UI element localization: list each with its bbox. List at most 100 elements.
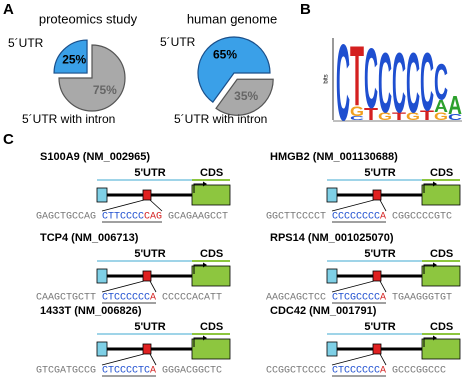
tss-arrow bbox=[423, 264, 433, 274]
logo-letter: T bbox=[420, 108, 435, 124]
gene-name: 1433T (NM_006826) bbox=[40, 305, 142, 317]
sequence-part: CTTCCCC bbox=[102, 212, 144, 223]
panel-label: A bbox=[3, 1, 14, 18]
utr-label: 5'UTR bbox=[364, 321, 395, 333]
logo-letter: C bbox=[448, 112, 462, 122]
cds-box bbox=[421, 338, 461, 360]
cds-label: CDS bbox=[430, 167, 453, 179]
sequence-part: GCAGAAGCCT bbox=[168, 212, 228, 223]
motif-link bbox=[379, 199, 387, 212]
motif-link bbox=[331, 280, 375, 293]
cds-box bbox=[191, 265, 231, 287]
pie-slice bbox=[58, 44, 126, 112]
tss-arrowhead bbox=[433, 181, 437, 187]
gene-name: HMGB2 (NM_001130688) bbox=[270, 151, 398, 163]
pie-slice bbox=[197, 36, 271, 103]
sequence-part: CTCCCCCC bbox=[332, 366, 380, 377]
value-label: 65% bbox=[213, 48, 237, 62]
motif-link bbox=[379, 280, 387, 293]
logo-letter: A bbox=[434, 97, 448, 116]
tss-arrowhead bbox=[203, 181, 207, 187]
utr-label: 5'UTR bbox=[364, 248, 395, 260]
cds-box bbox=[191, 338, 231, 360]
gene-name: RPS14 (NM_001025070) bbox=[270, 232, 394, 244]
logo-letter: C bbox=[406, 36, 420, 131]
sequence-part: CCCCCCCC bbox=[332, 212, 380, 223]
sequence-part: A bbox=[150, 366, 156, 377]
logo-letter: C bbox=[364, 32, 378, 127]
category-label: 5´UTR with intron bbox=[22, 112, 115, 126]
motif-box bbox=[372, 343, 382, 355]
utr-label: 5'UTR bbox=[134, 167, 165, 179]
motif-box bbox=[372, 189, 382, 201]
category-label: 5´UTR bbox=[160, 35, 196, 49]
cds-label: CDS bbox=[200, 167, 223, 179]
sequence-part: CTCCCCCC bbox=[102, 293, 150, 304]
logo-letter: T bbox=[350, 30, 364, 125]
motif-link bbox=[149, 353, 157, 366]
tss-arrowhead bbox=[203, 262, 207, 268]
motif-box bbox=[142, 189, 152, 201]
logo-letter: G bbox=[378, 111, 392, 123]
sequence-part: CAAGCTGCTT bbox=[36, 293, 96, 304]
exon-box bbox=[96, 268, 108, 284]
exon-box bbox=[326, 187, 338, 203]
axis-label: bits bbox=[324, 74, 330, 83]
chart-title: proteomics study bbox=[39, 11, 138, 26]
gene-name: CDC42 (NM_001791) bbox=[270, 305, 377, 317]
tss-arrow bbox=[193, 337, 203, 347]
motif-box bbox=[142, 270, 152, 282]
motif-box bbox=[142, 343, 152, 355]
gene-name: TCP4 (NM_006713) bbox=[40, 232, 139, 244]
motif-link bbox=[379, 353, 387, 366]
sequence-part: A bbox=[380, 293, 386, 304]
logo-letter: A bbox=[448, 92, 462, 120]
tss-arrow bbox=[423, 337, 433, 347]
logo-letter: T bbox=[364, 105, 379, 124]
logo-letter: C bbox=[336, 22, 350, 143]
sequence-part: A bbox=[380, 212, 386, 223]
motif-link bbox=[149, 280, 157, 293]
utr-label: 5'UTR bbox=[134, 248, 165, 260]
logo-letter: G bbox=[350, 104, 364, 120]
motif-link bbox=[101, 280, 145, 293]
logo-letter: G bbox=[406, 111, 420, 123]
panel-label: B bbox=[300, 1, 311, 18]
motif-link bbox=[149, 199, 163, 212]
exon-box bbox=[96, 187, 108, 203]
sequence-part: CTCCCCTC bbox=[102, 366, 150, 377]
utr-label: 5'UTR bbox=[364, 167, 395, 179]
cds-label: CDS bbox=[430, 321, 453, 333]
exon-box bbox=[96, 341, 108, 357]
sequence-part: CTCGCCCC bbox=[332, 293, 380, 304]
cds-label: CDS bbox=[200, 321, 223, 333]
sequence-part: GCCCGGCCC bbox=[392, 366, 446, 377]
category-label: 5´UTR bbox=[8, 36, 44, 50]
logo-letter: C bbox=[350, 116, 364, 122]
value-label: 75% bbox=[93, 83, 117, 97]
tss-arrowhead bbox=[433, 262, 437, 268]
motif-box bbox=[372, 270, 382, 282]
panel-label: C bbox=[3, 131, 14, 148]
exon-box bbox=[326, 268, 338, 284]
tss-arrow bbox=[193, 183, 203, 193]
tss-arrowhead bbox=[203, 335, 207, 341]
cds-label: CDS bbox=[200, 248, 223, 260]
pie-slice bbox=[53, 39, 88, 74]
sequence-part: GGCTTCCCCT bbox=[266, 212, 326, 223]
logo-letter: C bbox=[378, 36, 392, 131]
sequence-part: A bbox=[150, 293, 156, 304]
pie-slice bbox=[215, 78, 274, 116]
value-label: 25% bbox=[62, 52, 86, 66]
sequence-part: CCCCCACATT bbox=[162, 293, 222, 304]
logo-letter: C bbox=[392, 36, 406, 131]
category-label: 5´UTR with intron bbox=[174, 112, 267, 126]
sequence-part: GGGACGGCTC bbox=[162, 366, 222, 377]
cds-label: CDS bbox=[430, 248, 453, 260]
exon-box bbox=[326, 341, 338, 357]
cds-box bbox=[421, 184, 461, 206]
motif-link bbox=[101, 353, 145, 366]
motif-link bbox=[331, 199, 375, 212]
logo-letter: C bbox=[420, 36, 434, 128]
